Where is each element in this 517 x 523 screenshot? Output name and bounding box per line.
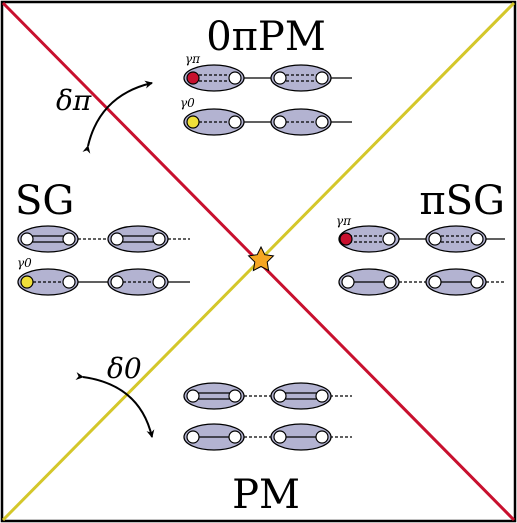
unit-cell-ellipse <box>425 225 487 253</box>
gamma-pi-label-top: γπ <box>185 52 201 66</box>
unit-cell-ellipse <box>17 225 79 253</box>
site-dot <box>228 115 242 129</box>
site-dot <box>273 71 287 85</box>
site-dot <box>62 232 76 246</box>
unit-cell-ellipse <box>270 382 332 410</box>
phase-label-right: πSG <box>419 178 505 224</box>
majorana-pi-mode-dot <box>186 71 200 85</box>
site-dot <box>228 389 242 403</box>
site-dot <box>152 275 166 289</box>
critical-point-star-icon <box>247 245 275 272</box>
site-dot <box>315 71 329 85</box>
bottom-chain-group <box>183 382 352 451</box>
site-dot <box>186 389 200 403</box>
site-dot <box>228 430 242 444</box>
site-dot <box>273 430 287 444</box>
gamma-0-label-top: γ0 <box>180 96 195 110</box>
gamma-pi-label-right: γπ <box>336 214 352 228</box>
unit-cell-ellipse <box>107 225 169 253</box>
right-chain-group: γπ <box>336 214 505 296</box>
site-dot <box>382 232 396 246</box>
site-dot <box>62 275 76 289</box>
delta-0-arrow-icon <box>75 372 155 438</box>
site-dot <box>110 275 124 289</box>
site-dot <box>20 232 34 246</box>
unit-cell-ellipse <box>338 225 400 253</box>
gamma-0-label-left: γ0 <box>17 256 32 270</box>
delta-pi-label: δπ <box>56 84 92 117</box>
site-dot <box>315 430 329 444</box>
delta-0-label: δ0 <box>107 352 142 385</box>
delta-pi-arrow-icon <box>82 80 153 154</box>
site-dot <box>273 389 287 403</box>
phase-label-bottom: PM <box>232 472 300 518</box>
majorana-zero-mode-dot <box>20 275 34 289</box>
site-dot <box>228 71 242 85</box>
unit-cell-ellipse <box>183 382 245 410</box>
top-chain-group: γπ γ0 <box>180 52 352 136</box>
site-dot <box>383 275 397 289</box>
site-dot <box>152 232 166 246</box>
site-dot <box>470 275 484 289</box>
left-chain-group: γ0 <box>17 225 190 296</box>
site-dot <box>428 232 442 246</box>
majorana-pi-mode-dot <box>339 232 353 246</box>
site-dot <box>428 275 442 289</box>
site-dot <box>273 115 287 129</box>
unit-cell-ellipse <box>270 64 332 92</box>
site-dot <box>110 232 124 246</box>
site-dot <box>315 115 329 129</box>
majorana-zero-mode-dot <box>186 115 200 129</box>
unit-cell-ellipse <box>183 64 245 92</box>
site-dot <box>186 430 200 444</box>
site-dot <box>341 275 355 289</box>
site-dot <box>470 232 484 246</box>
phase-label-top: 0πPM <box>206 14 326 60</box>
site-dot <box>315 389 329 403</box>
phase-label-left: SG <box>15 178 74 224</box>
